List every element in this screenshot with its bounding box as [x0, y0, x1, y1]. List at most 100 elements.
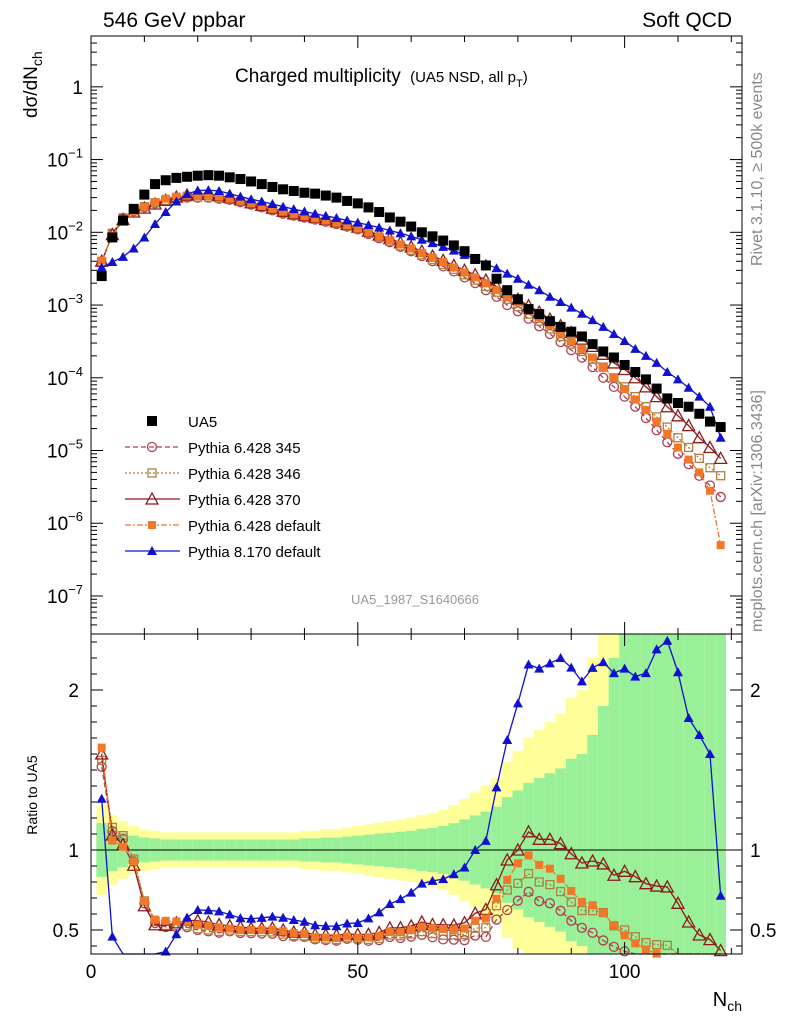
ratio-point: [460, 924, 469, 933]
analysis-id: UA5_1987_S1640666: [351, 592, 479, 607]
data-point: [556, 329, 565, 338]
ratio-point: [471, 916, 480, 925]
ratio-point: [363, 913, 374, 923]
ratio-point: [439, 924, 448, 933]
ratio-point: [182, 912, 193, 922]
ratio-point: [608, 941, 620, 952]
ratio-point: [556, 874, 565, 883]
chart-title: Charged multiplicity (UA5 NSD, all pT): [235, 66, 528, 90]
data-point: [673, 443, 682, 452]
ratio-point: [480, 835, 491, 845]
ratio-point: [588, 901, 597, 910]
data-point: [289, 210, 298, 219]
ratio-point: [566, 915, 577, 926]
data-point-ua5: [502, 285, 513, 296]
data-point: [278, 201, 289, 211]
legend-label: UA5: [188, 414, 217, 431]
uncertainty-band-inner: [704, 634, 716, 954]
data-point: [695, 468, 704, 477]
data-point: [331, 213, 342, 223]
ratio-point: [553, 836, 568, 850]
data-point-ua5: [352, 198, 363, 209]
legend-label: Pythia 6.428 345: [188, 440, 301, 457]
data-point: [321, 216, 330, 225]
ratio-point: [300, 930, 309, 939]
ratio-point: [192, 905, 203, 914]
data-point: [555, 336, 566, 348]
ratio-ytick-label: 1: [750, 841, 761, 862]
data-point-ua5: [555, 321, 566, 332]
data-point-ua5: [491, 273, 502, 284]
data-point: [673, 433, 683, 443]
ratio-point: [384, 899, 395, 908]
data-point: [118, 251, 129, 261]
ratio-point: [599, 908, 608, 917]
ratio-point: [427, 875, 438, 885]
ratio-ticks: 0.5 0.5 1 1 2 2 0 50 100: [53, 634, 776, 983]
ratio-point: [555, 886, 566, 897]
top-ytick-label: 10−5: [47, 437, 83, 463]
data-point: [566, 344, 577, 356]
ratio-point: [470, 845, 481, 854]
ratio-point: [353, 933, 362, 942]
ratio-point: [662, 635, 673, 645]
uncertainty-band-inner: [672, 634, 684, 954]
data-point: [652, 417, 661, 426]
ratio-point: [489, 877, 504, 891]
data-point-ua5: [480, 260, 491, 271]
data-point: [638, 379, 654, 393]
data-point: [203, 185, 214, 195]
data-point: [715, 491, 726, 503]
rivet-label: Rivet 3.1.10, ≥ 500k events: [749, 72, 766, 266]
ratio-point: [268, 926, 277, 934]
ratio-point: [715, 890, 726, 900]
ratio-point: [544, 898, 556, 909]
data-point: [342, 215, 353, 225]
legend-entry: Pythia 8.170 default: [125, 544, 321, 561]
source-label: mcplots.cern.ch [arXiv:1306.3436]: [749, 390, 766, 632]
data-point-ua5: [160, 175, 171, 186]
data-point: [684, 455, 693, 464]
ratio-point: [544, 658, 555, 668]
data-point: [460, 268, 469, 277]
legend-label: Pythia 6.428 346: [188, 466, 301, 483]
data-point-ua5: [651, 383, 662, 394]
ratio-point: [416, 878, 427, 888]
data-point: [502, 268, 513, 278]
data-point: [343, 221, 352, 230]
data-point: [150, 219, 161, 229]
data-point: [182, 189, 193, 199]
top-ytick-label: 10−3: [47, 291, 83, 317]
ratio-point: [246, 913, 257, 923]
data-point-ua5: [448, 240, 459, 251]
data-point: [577, 344, 586, 353]
data-point: [160, 207, 171, 217]
data-point: [715, 432, 726, 442]
ratio-point: [171, 929, 182, 939]
ratio-point: [204, 922, 213, 931]
ratio-point: [609, 921, 618, 930]
data-point: [567, 337, 576, 346]
data-point: [660, 399, 675, 413]
ratio-point: [574, 855, 590, 869]
ratio-point: [332, 934, 341, 942]
ratio-point: [478, 902, 493, 916]
data-point: [471, 273, 480, 282]
legend-entry: Pythia 6.428 370: [125, 491, 301, 509]
data-point: [628, 370, 643, 384]
data-point-ua5: [299, 187, 310, 198]
ratio-point: [448, 934, 460, 945]
data-point-ua5: [438, 235, 449, 246]
data-point-ua5: [640, 374, 651, 385]
data-point: [662, 367, 673, 377]
ratio-point: [596, 856, 611, 870]
data-point: [651, 425, 662, 436]
ratio-point: [567, 886, 576, 895]
ratio-panel: 0.5 0.5 1 1 2 2 0 50 100 Ratio to UA5 Nch: [24, 633, 776, 1014]
uncertainty-band-inner: [608, 658, 620, 954]
data-point: [247, 199, 256, 208]
data-point: [311, 214, 320, 223]
ratio-point: [215, 923, 224, 932]
ratio-point: [523, 886, 534, 897]
ratio-point: [512, 895, 524, 906]
